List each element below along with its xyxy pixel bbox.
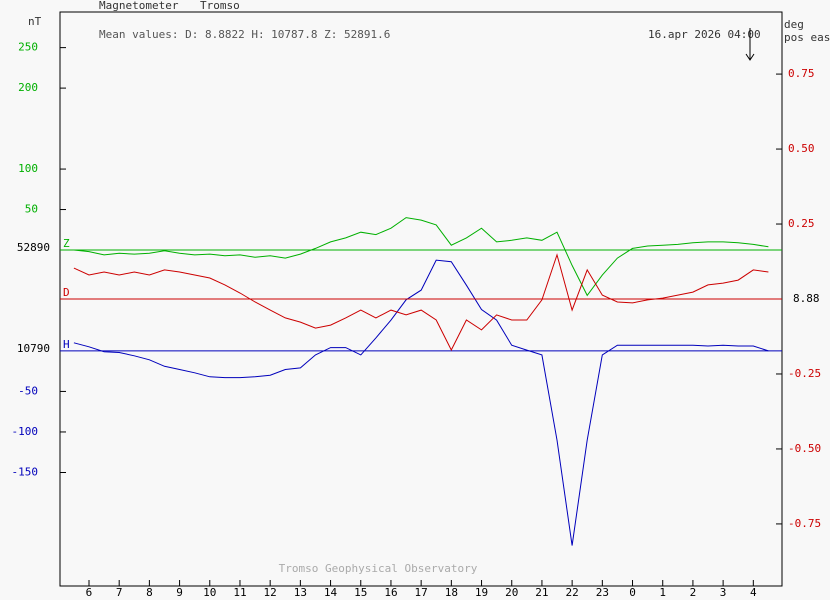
x-tick-label: 17 xyxy=(415,586,428,599)
time-arrow-head xyxy=(745,53,755,61)
series-line xyxy=(73,217,769,297)
x-tick-label: 9 xyxy=(176,586,183,599)
y-tick-label: -50 xyxy=(18,384,38,397)
x-tick-label: 21 xyxy=(535,586,548,599)
x-tick-label: 8 xyxy=(146,586,153,599)
y-tick-label: -150 xyxy=(12,465,39,478)
x-tick-label: 23 xyxy=(596,586,609,599)
x-tick-label: 20 xyxy=(505,586,518,599)
subtitle: Mean values: D: 8.8822 H: 10787.8 Z: 528… xyxy=(99,28,390,41)
station: Tromso xyxy=(200,0,240,12)
x-tick-label: 13 xyxy=(294,586,307,599)
baseline-label: 52890 xyxy=(17,241,50,254)
y2-axis-label: deg xyxy=(784,18,804,31)
x-tick-label: 19 xyxy=(475,586,488,599)
x-tick-label: 3 xyxy=(720,586,727,599)
y-tick-label: -100 xyxy=(12,425,39,438)
x-tick-label: 12 xyxy=(264,586,277,599)
x-tick-label: 4 xyxy=(750,586,757,599)
y2-tick-label: 0.50 xyxy=(788,142,815,155)
chart-title: Magnetometer xyxy=(99,0,179,12)
x-tick-label: 0 xyxy=(629,586,636,599)
x-tick-label: 10 xyxy=(203,586,216,599)
y-axis-label: nT xyxy=(28,15,42,28)
series-line xyxy=(73,253,769,352)
x-tick-label: 14 xyxy=(324,586,338,599)
y2-axis-label: pos east xyxy=(784,31,830,44)
footer: Tromso Geophysical Observatory xyxy=(279,562,478,575)
x-tick-label: 22 xyxy=(566,586,579,599)
x-tick-label: 11 xyxy=(233,586,246,599)
x-tick-label: 18 xyxy=(445,586,458,599)
x-tick-label: 1 xyxy=(659,586,666,599)
series-label: Z xyxy=(63,237,70,250)
y-tick-label: 50 xyxy=(25,203,38,216)
x-tick-label: 15 xyxy=(354,586,367,599)
y2-tick-label: -0.25 xyxy=(788,367,821,380)
series-label: D xyxy=(63,286,70,299)
y-tick-label: 250 xyxy=(18,41,38,54)
y-tick-label: 100 xyxy=(18,162,38,175)
series-line xyxy=(73,259,769,546)
y2-tick-label: 0.25 xyxy=(788,217,815,230)
x-tick-label: 6 xyxy=(86,586,93,599)
x-tick-label: 2 xyxy=(690,586,697,599)
timestamp: 16.apr 2026 04:00 xyxy=(648,28,761,41)
x-tick-label: 16 xyxy=(384,586,397,599)
y2-tick-label: 0.75 xyxy=(788,67,815,80)
baseline-label: 8.88 xyxy=(793,292,820,305)
y-tick-label: 200 xyxy=(18,81,38,94)
y2-tick-label: -0.75 xyxy=(788,517,821,530)
series-label: H xyxy=(63,338,70,351)
y2-tick-label: -0.50 xyxy=(788,442,821,455)
x-tick-label: 7 xyxy=(116,586,123,599)
baseline-label: 10790 xyxy=(17,342,50,355)
